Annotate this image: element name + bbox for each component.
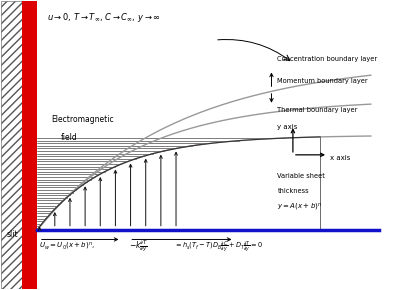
Text: Thermal boundary layer: Thermal boundary layer: [277, 107, 358, 113]
Text: thickness: thickness: [277, 188, 309, 193]
Text: Variable sheet: Variable sheet: [277, 173, 325, 179]
Polygon shape: [37, 145, 199, 230]
Text: $-k\frac{\partial T}{\partial y}$: $-k\frac{\partial T}{\partial y}$: [129, 238, 148, 254]
Text: $u \to 0,\, T \to T_{\infty},\, C \to C_{\infty},\, y \to \infty$: $u \to 0,\, T \to T_{\infty},\, C \to C_…: [47, 11, 161, 24]
Text: $= h_s(T_f-T)D_B\frac{\partial C}{\partial y}+D_T\frac{\partial T}{\partial y}=0: $= h_s(T_f-T)D_B\frac{\partial C}{\parti…: [174, 239, 263, 255]
Polygon shape: [37, 137, 320, 230]
Text: Concentration boundary layer: Concentration boundary layer: [277, 56, 377, 62]
Text: field: field: [61, 133, 78, 142]
Text: $y = A(x+b)^n$: $y = A(x+b)^n$: [277, 202, 322, 213]
Bar: [22, 1, 37, 289]
Text: Momentum boundary layer: Momentum boundary layer: [277, 78, 368, 84]
Bar: [1, 1, 22, 289]
Text: $U_w = U_0(x+b)^n,$: $U_w = U_0(x+b)^n,$: [39, 241, 95, 252]
Text: x axis: x axis: [330, 155, 350, 161]
Text: y axis: y axis: [277, 124, 298, 130]
Text: slit: slit: [6, 230, 18, 239]
Text: Electromagnetic: Electromagnetic: [51, 115, 114, 124]
